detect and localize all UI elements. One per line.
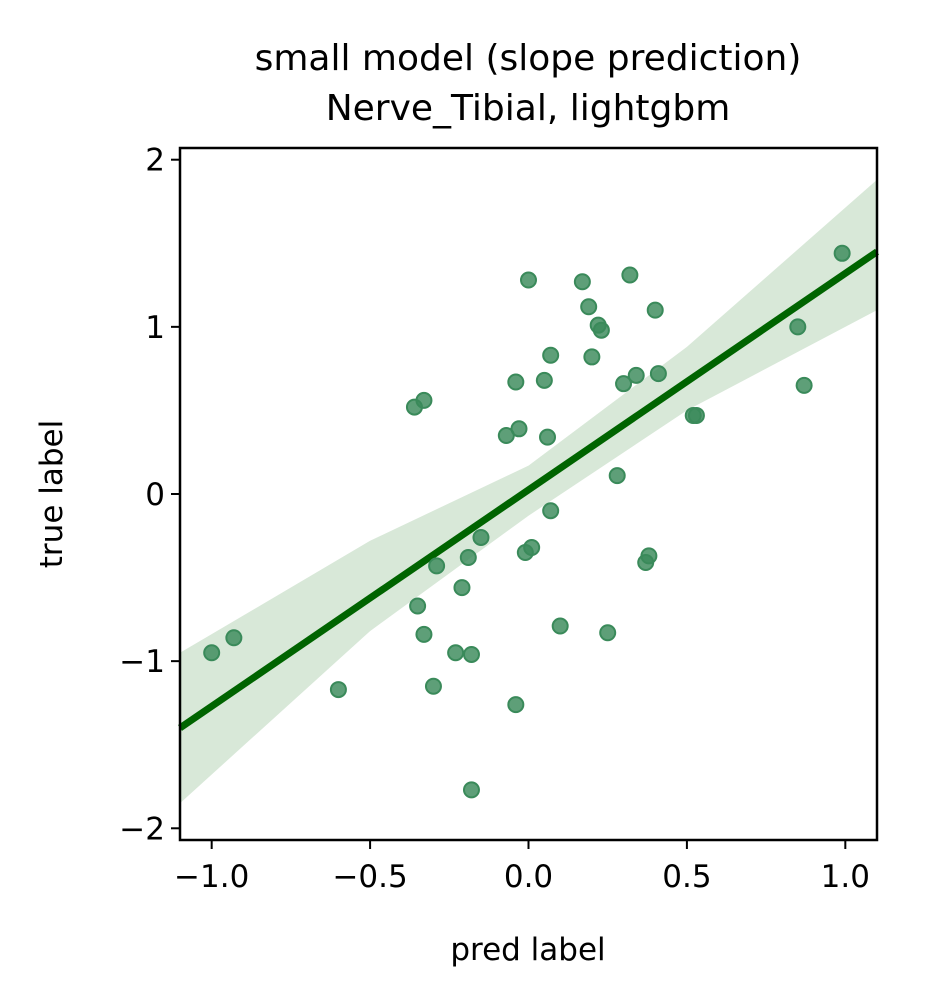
data-point xyxy=(621,266,639,284)
data-point xyxy=(203,644,221,662)
data-point xyxy=(415,391,433,409)
data-point xyxy=(225,629,243,647)
data-point xyxy=(649,365,667,383)
x-tick-label: 1.0 xyxy=(821,859,870,895)
x-tick-label: −1.0 xyxy=(174,859,249,895)
data-point xyxy=(409,597,427,615)
chart-title-line-1: small model (slope prediction) xyxy=(255,38,802,79)
data-point xyxy=(447,644,465,662)
data-point xyxy=(507,373,525,391)
data-point xyxy=(472,528,490,546)
y-axis-label: true label xyxy=(34,420,70,568)
y-axis: −2 −1 0 1 2 xyxy=(119,143,180,847)
data-point xyxy=(573,273,591,291)
data-point xyxy=(833,244,851,262)
regression-line xyxy=(178,248,879,731)
data-point xyxy=(453,579,471,597)
data-point xyxy=(646,301,664,319)
data-point xyxy=(551,617,569,635)
data-point xyxy=(580,298,598,316)
data-point xyxy=(523,538,541,556)
data-points xyxy=(203,244,851,799)
data-point xyxy=(510,420,528,438)
data-point xyxy=(428,557,446,575)
y-tick-label: −1 xyxy=(119,644,165,680)
data-point xyxy=(608,467,626,485)
data-point xyxy=(520,271,537,289)
data-point xyxy=(627,366,645,384)
data-point xyxy=(615,375,633,393)
chart-title-line-2: Nerve_Tibial, lightgbm xyxy=(326,88,731,129)
x-axis-label: pred label xyxy=(450,932,605,968)
data-point xyxy=(583,348,601,366)
data-point xyxy=(599,624,617,642)
data-point xyxy=(687,406,705,424)
y-tick-label: −2 xyxy=(119,811,165,847)
x-axis: −1.0 −0.5 0.0 0.5 1.0 xyxy=(174,840,870,895)
y-tick-label: 2 xyxy=(145,143,165,179)
data-point xyxy=(535,371,553,389)
data-point xyxy=(539,428,557,446)
data-point xyxy=(462,645,480,663)
data-point xyxy=(789,318,807,336)
data-point xyxy=(592,321,610,339)
data-point xyxy=(459,549,477,567)
data-point xyxy=(640,547,658,565)
x-tick-label: 0.5 xyxy=(662,859,711,895)
data-point xyxy=(462,781,480,799)
x-tick-label: −0.5 xyxy=(332,859,407,895)
y-tick-label: 0 xyxy=(145,477,165,513)
plot-area xyxy=(178,146,879,842)
data-point xyxy=(507,696,525,714)
data-point xyxy=(415,625,433,643)
y-tick-label: 1 xyxy=(145,310,165,346)
data-point xyxy=(424,677,442,695)
data-point xyxy=(795,376,813,394)
data-point xyxy=(542,346,560,364)
x-tick-label: 0.0 xyxy=(504,859,553,895)
data-point xyxy=(329,681,347,699)
data-point xyxy=(542,502,560,520)
